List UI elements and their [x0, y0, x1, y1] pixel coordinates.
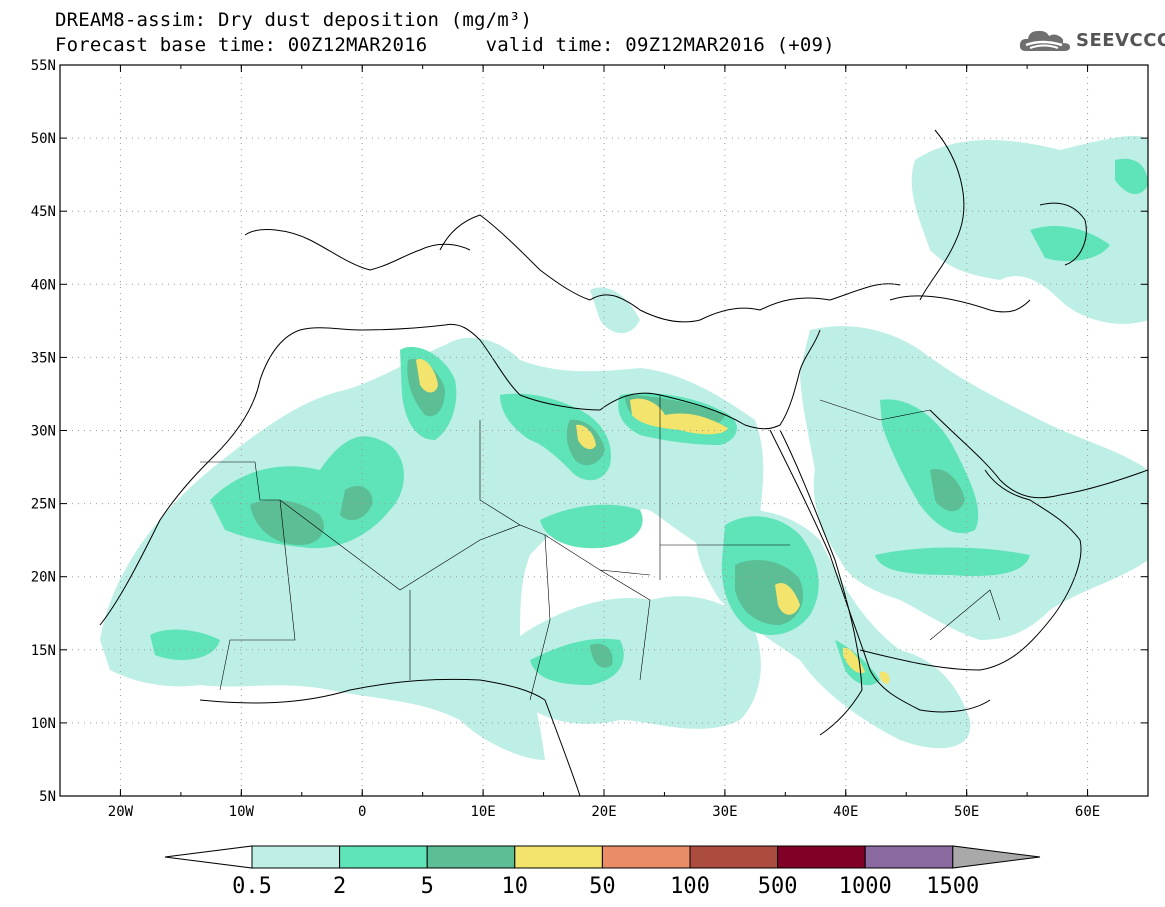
lat-label: 20N	[31, 570, 56, 586]
colorbar-legend	[164, 845, 1041, 869]
latitude-labels: 55N 50N 45N 40N 35N 30N 25N 20N 15N 10N 5N	[31, 58, 56, 805]
deposition-level-0.5	[100, 135, 1148, 760]
cloud-icon	[1019, 30, 1070, 51]
coastlines	[99, 129, 1148, 796]
lat-label: 25N	[31, 497, 56, 513]
colorbar-swatch	[601, 845, 691, 869]
lon-label: 20W	[108, 804, 134, 820]
lat-label: 15N	[31, 643, 56, 659]
map-title: DREAM8-assim: Dry dust deposition (mg/m³…	[55, 9, 533, 31]
colorbar-label: 1500	[926, 874, 979, 899]
colorbar-label: 500	[758, 874, 798, 899]
deposition-level-10	[416, 359, 890, 684]
lon-label: 10W	[229, 804, 255, 820]
colorbar-swatch	[514, 845, 603, 869]
forecast-times: Forecast base time: 00Z12MAR2016 valid t…	[55, 34, 835, 56]
axis-ticks	[59, 64, 1149, 797]
colorbar-label: 100	[670, 874, 710, 899]
lat-label: 40N	[31, 277, 56, 293]
colorbar-label: 1000	[839, 874, 892, 899]
lat-label: 45N	[31, 204, 56, 220]
colorbar-swatch	[777, 845, 866, 869]
colorbar-swatch	[339, 845, 428, 869]
logo-text: SEEVCCC	[1076, 29, 1165, 51]
colorbar-over-triangle	[952, 845, 1041, 869]
colorbar-labels: 0.5 2 5 10 50 100 500 1000 1500	[232, 874, 979, 899]
colorbar-label: 10	[502, 874, 529, 899]
colorbar-swatch	[689, 845, 779, 869]
lon-label: 10E	[470, 804, 495, 820]
lon-label: 50E	[954, 804, 979, 820]
lat-label: 10N	[31, 716, 56, 732]
colorbar-swatch	[426, 845, 516, 869]
lon-label: 30E	[712, 804, 737, 820]
colorbar-label: 50	[589, 874, 616, 899]
lon-label: 60E	[1075, 804, 1100, 820]
colorbar-label: 2	[333, 874, 346, 899]
colorbar-under-triangle	[164, 845, 253, 869]
lat-label: 50N	[31, 131, 56, 147]
lon-label: 20E	[591, 804, 616, 820]
lon-label: 0	[358, 804, 366, 820]
colorbar-label: 0.5	[232, 874, 272, 899]
deposition-field	[100, 135, 1148, 760]
lat-label: 35N	[31, 350, 56, 366]
lat-label: 30N	[31, 424, 56, 440]
grid-lines	[60, 65, 1148, 796]
colorbar-label: 5	[421, 874, 434, 899]
lat-label: 55N	[31, 58, 56, 74]
country-borders	[200, 395, 1001, 701]
colorbar-swatch	[864, 845, 954, 869]
seevccc-logo: SEEVCCC	[1018, 27, 1165, 53]
lon-label: 40E	[833, 804, 858, 820]
longitude-labels: 20W 10W 0 10E 20E 30E 40E 50E 60E	[108, 804, 1100, 820]
lat-label: 5N	[39, 789, 56, 805]
colorbar-swatch	[251, 845, 341, 869]
